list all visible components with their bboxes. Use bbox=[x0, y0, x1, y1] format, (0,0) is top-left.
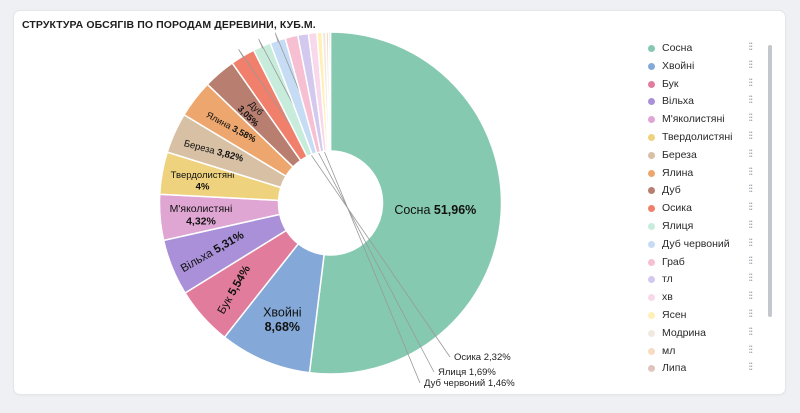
legend-swatch bbox=[648, 311, 655, 319]
legend-item[interactable]: М'яколистяні •• •• •• bbox=[646, 112, 768, 130]
legend-item[interactable]: Дуб •• •• •• bbox=[646, 183, 768, 201]
more-options-icon[interactable]: •••••• bbox=[749, 272, 753, 285]
legend-swatch bbox=[648, 151, 655, 159]
more-options-icon[interactable]: •••••• bbox=[749, 147, 753, 160]
slice-label: Дуб червоний 1,46% bbox=[424, 378, 515, 389]
more-options-icon[interactable]: •••••• bbox=[749, 343, 753, 356]
legend-label: Дуб червоний bbox=[662, 237, 730, 250]
more-options-icon[interactable]: •••••• bbox=[749, 165, 753, 178]
legend-item[interactable]: Ясен •• •• •• bbox=[646, 308, 768, 326]
legend-swatch bbox=[648, 294, 655, 302]
legend-label: мл bbox=[662, 344, 676, 357]
callout-line bbox=[274, 32, 421, 384]
more-options-icon[interactable]: •••••• bbox=[749, 236, 753, 249]
more-options-icon[interactable]: •••••• bbox=[749, 76, 753, 89]
legend-item[interactable]: Модрина •• •• •• bbox=[646, 326, 768, 344]
legend-item[interactable]: Бук •• •• •• bbox=[646, 77, 768, 95]
more-options-icon[interactable]: •••••• bbox=[749, 201, 753, 214]
legend-swatch bbox=[648, 80, 655, 88]
svg-text:8,68%: 8,68% bbox=[265, 320, 300, 334]
legend-swatch bbox=[648, 187, 655, 195]
legend-item[interactable]: Хвойні •• •• •• bbox=[646, 59, 768, 77]
legend-item[interactable]: мл •• •• •• bbox=[646, 344, 768, 362]
more-options-icon[interactable]: •••••• bbox=[749, 325, 753, 338]
svg-text:Сосна 51,96%: Сосна 51,96% bbox=[394, 203, 476, 217]
more-options-icon[interactable]: •••••• bbox=[749, 41, 753, 53]
legend-item[interactable]: тл •• •• •• bbox=[646, 272, 768, 290]
legend-label: Дуб bbox=[662, 184, 681, 197]
slice-label: Осика 2,32% bbox=[454, 352, 511, 363]
legend-swatch bbox=[648, 45, 655, 52]
legend-item[interactable]: хв •• •• •• bbox=[646, 290, 768, 308]
more-options-icon[interactable]: •••••• bbox=[749, 94, 753, 107]
legend-item[interactable]: Граб •• •• •• bbox=[646, 255, 768, 273]
legend-swatch bbox=[648, 116, 655, 124]
legend-swatch bbox=[648, 276, 655, 284]
more-options-icon[interactable]: •••••• bbox=[749, 129, 753, 142]
legend-label: Твердолистяні bbox=[662, 130, 733, 143]
legend-swatch bbox=[648, 133, 655, 141]
slice-label: Сосна 51,96% bbox=[394, 203, 476, 217]
legend-item[interactable]: Ялиця •• •• •• bbox=[646, 219, 768, 237]
legend-label: Сосна bbox=[662, 42, 693, 54]
legend-label: Осика bbox=[662, 202, 692, 215]
svg-text:Твердолистяні: Твердолистяні bbox=[171, 170, 235, 181]
legend-swatch bbox=[648, 240, 655, 248]
legend-label: Хвойні bbox=[662, 59, 695, 72]
legend-label: Ялина bbox=[662, 166, 694, 179]
legend-label: М'яколистяні bbox=[662, 113, 725, 126]
svg-text:4%: 4% bbox=[196, 182, 210, 193]
more-options-icon[interactable]: •••••• bbox=[749, 183, 753, 196]
pie-slice[interactable] bbox=[327, 31, 332, 152]
more-options-icon[interactable]: •••••• bbox=[749, 307, 753, 320]
legend-label: Вільха bbox=[662, 95, 694, 108]
chart-title: СТРУКТУРА ОБСЯГІВ ПО ПОРОДАМ ДЕРЕВИНИ, К… bbox=[22, 19, 316, 31]
legend-label: хв bbox=[662, 291, 673, 304]
legend-item[interactable]: Вільха •• •• •• bbox=[646, 94, 768, 112]
callout-line bbox=[258, 38, 435, 373]
legend-swatch bbox=[648, 222, 655, 230]
legend-label: Ясен bbox=[662, 308, 687, 321]
legend-swatch bbox=[648, 365, 655, 373]
legend-label: Граб bbox=[662, 255, 685, 268]
legend-swatch bbox=[648, 169, 655, 177]
callout-line bbox=[238, 49, 451, 358]
more-options-icon[interactable]: •••••• bbox=[749, 290, 753, 303]
legend-label: Бук bbox=[662, 77, 679, 90]
legend-fade bbox=[646, 369, 768, 387]
legend-label: Модрина bbox=[662, 326, 706, 339]
legend-scrollbar[interactable] bbox=[768, 45, 772, 317]
more-options-icon[interactable]: •••••• bbox=[749, 112, 753, 125]
legend-item[interactable]: Ялина •• •• •• bbox=[646, 166, 768, 184]
legend-label: Ялиця bbox=[662, 219, 694, 232]
svg-text:М'яколистяні: М'яколистяні bbox=[170, 203, 233, 215]
more-options-icon[interactable]: •••••• bbox=[749, 218, 753, 231]
legend-item[interactable]: Сосна •• •• •• bbox=[646, 41, 768, 59]
legend-item[interactable]: Твердолистяні •• •• •• bbox=[646, 130, 768, 148]
legend-label: тл bbox=[662, 273, 673, 286]
chart-card: СТРУКТУРА ОБСЯГІВ ПО ПОРОДАМ ДЕРЕВИНИ, К… bbox=[14, 11, 785, 394]
legend-item[interactable]: Дуб червоний •• •• •• bbox=[646, 237, 768, 255]
legend-swatch bbox=[648, 98, 655, 106]
svg-text:Хвойні: Хвойні bbox=[263, 305, 301, 319]
svg-text:4,32%: 4,32% bbox=[186, 216, 216, 228]
legend-swatch bbox=[648, 258, 655, 266]
legend-swatch bbox=[648, 62, 655, 70]
legend-item[interactable]: Береза •• •• •• bbox=[646, 148, 768, 166]
chart-legend[interactable]: Сосна •• •• •• Хвойні •• •• •• Бук •• •• •• Вільха ••… bbox=[646, 41, 768, 384]
slice-label: Ялиця 1,69% bbox=[438, 367, 496, 378]
more-options-icon[interactable]: •••••• bbox=[749, 58, 753, 71]
legend-label: Береза bbox=[662, 148, 697, 161]
legend-swatch bbox=[648, 205, 655, 213]
legend-item[interactable]: Осика •• •• •• bbox=[646, 201, 768, 219]
more-options-icon[interactable]: •••••• bbox=[749, 254, 753, 267]
legend-swatch bbox=[648, 347, 655, 355]
legend-swatch bbox=[648, 329, 655, 337]
